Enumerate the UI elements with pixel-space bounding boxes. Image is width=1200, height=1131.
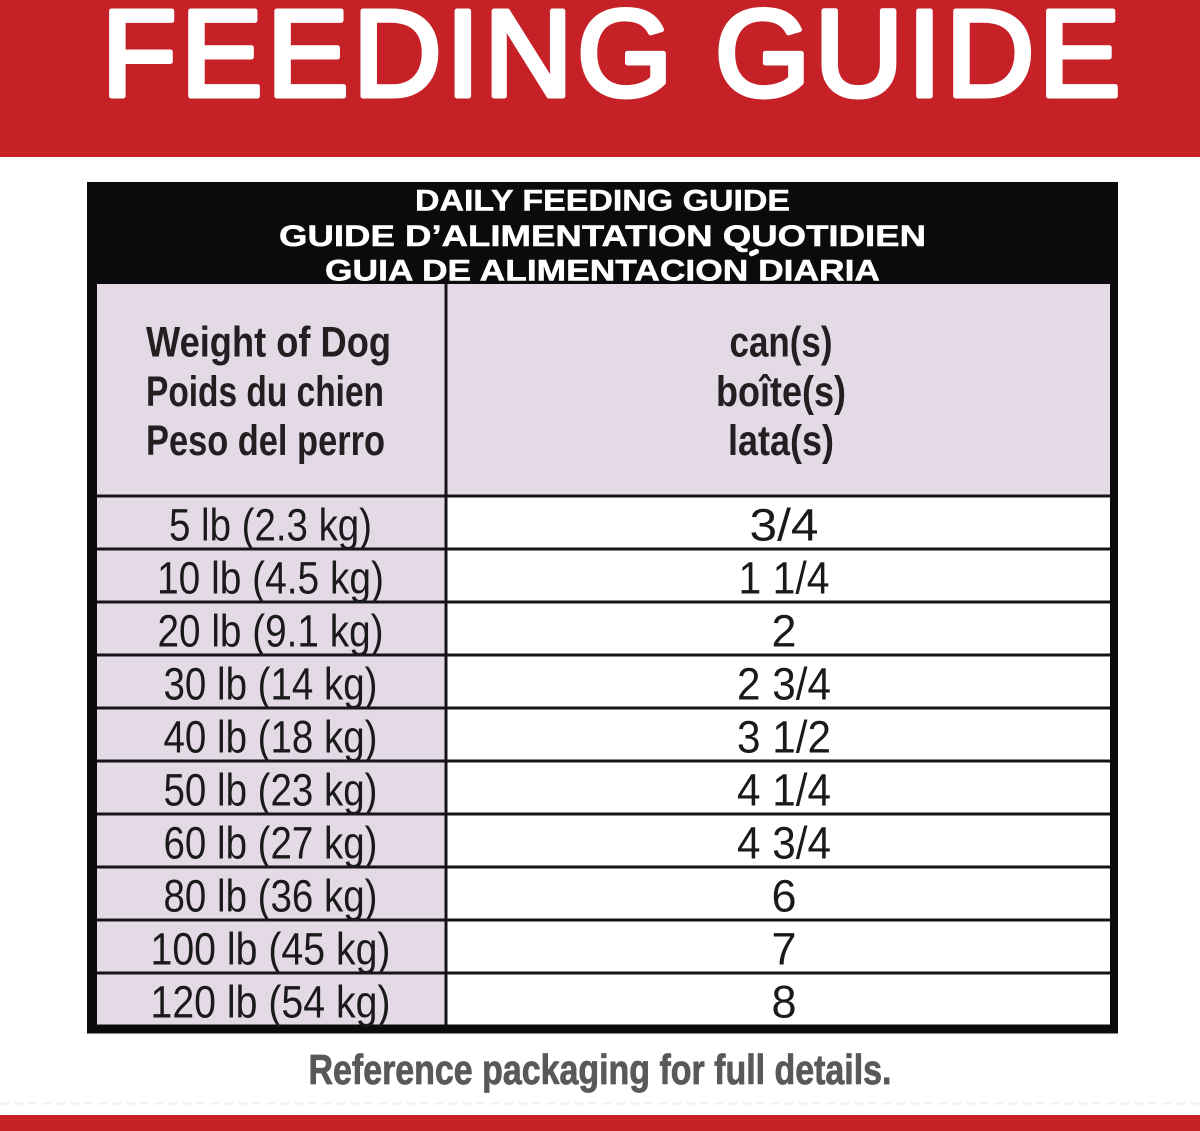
svg-text:Reference packaging for full d: Reference packaging for full details.: [309, 1046, 892, 1093]
svg-text:DAILY FEEDING GUIDE: DAILY FEEDING GUIDE: [415, 185, 790, 218]
svg-text:3 1/2: 3 1/2: [737, 712, 831, 763]
svg-text:FEEDING GUIDE: FEEDING GUIDE: [102, 0, 1121, 123]
svg-text:20 lb (9.1 kg): 20 lb (9.1 kg): [158, 606, 384, 657]
svg-text:100 lb (45 kg): 100 lb (45 kg): [151, 924, 391, 975]
svg-text:7: 7: [771, 924, 796, 975]
svg-text:10 lb (4.5 kg): 10 lb (4.5 kg): [157, 553, 384, 604]
svg-text:40 lb (18 kg): 40 lb (18 kg): [164, 712, 378, 763]
svg-text:8: 8: [771, 977, 796, 1028]
svg-text:50 lb (23 kg): 50 lb (23 kg): [164, 765, 378, 816]
svg-text:4 3/4: 4 3/4: [737, 818, 831, 869]
svg-text:5 lb (2.3 kg): 5 lb (2.3 kg): [169, 500, 372, 551]
svg-text:2 3/4: 2 3/4: [737, 659, 831, 710]
svg-text:lata(s): lata(s): [728, 417, 834, 465]
svg-text:1 1/4: 1 1/4: [739, 553, 830, 604]
svg-text:2: 2: [771, 606, 796, 657]
svg-text:GUIA DE ALIMENTACION DIARIA: GUIA DE ALIMENTACION DIARIA: [325, 255, 880, 288]
svg-text:120 lb (54 kg): 120 lb (54 kg): [151, 977, 391, 1028]
svg-text:Weight of Dog: Weight of Dog: [146, 319, 391, 367]
svg-text:Peso del perro: Peso del perro: [146, 417, 385, 465]
svg-text:can(s): can(s): [730, 319, 833, 367]
svg-text:6: 6: [771, 871, 796, 922]
svg-text:GUIDE D’ALIMENTATION QUOTIDIEN: GUIDE D’ALIMENTATION QUOTIDIEN: [279, 220, 926, 253]
svg-text:3/4: 3/4: [750, 500, 819, 551]
svg-text:80 lb (36 kg): 80 lb (36 kg): [164, 871, 378, 922]
svg-text:30 lb (14 kg): 30 lb (14 kg): [164, 659, 378, 710]
svg-text:boîte(s): boîte(s): [716, 368, 846, 416]
svg-text:60 lb (27 kg): 60 lb (27 kg): [164, 818, 378, 869]
svg-text:4 1/4: 4 1/4: [737, 765, 831, 816]
svg-text:Poids du chien: Poids du chien: [146, 368, 384, 416]
